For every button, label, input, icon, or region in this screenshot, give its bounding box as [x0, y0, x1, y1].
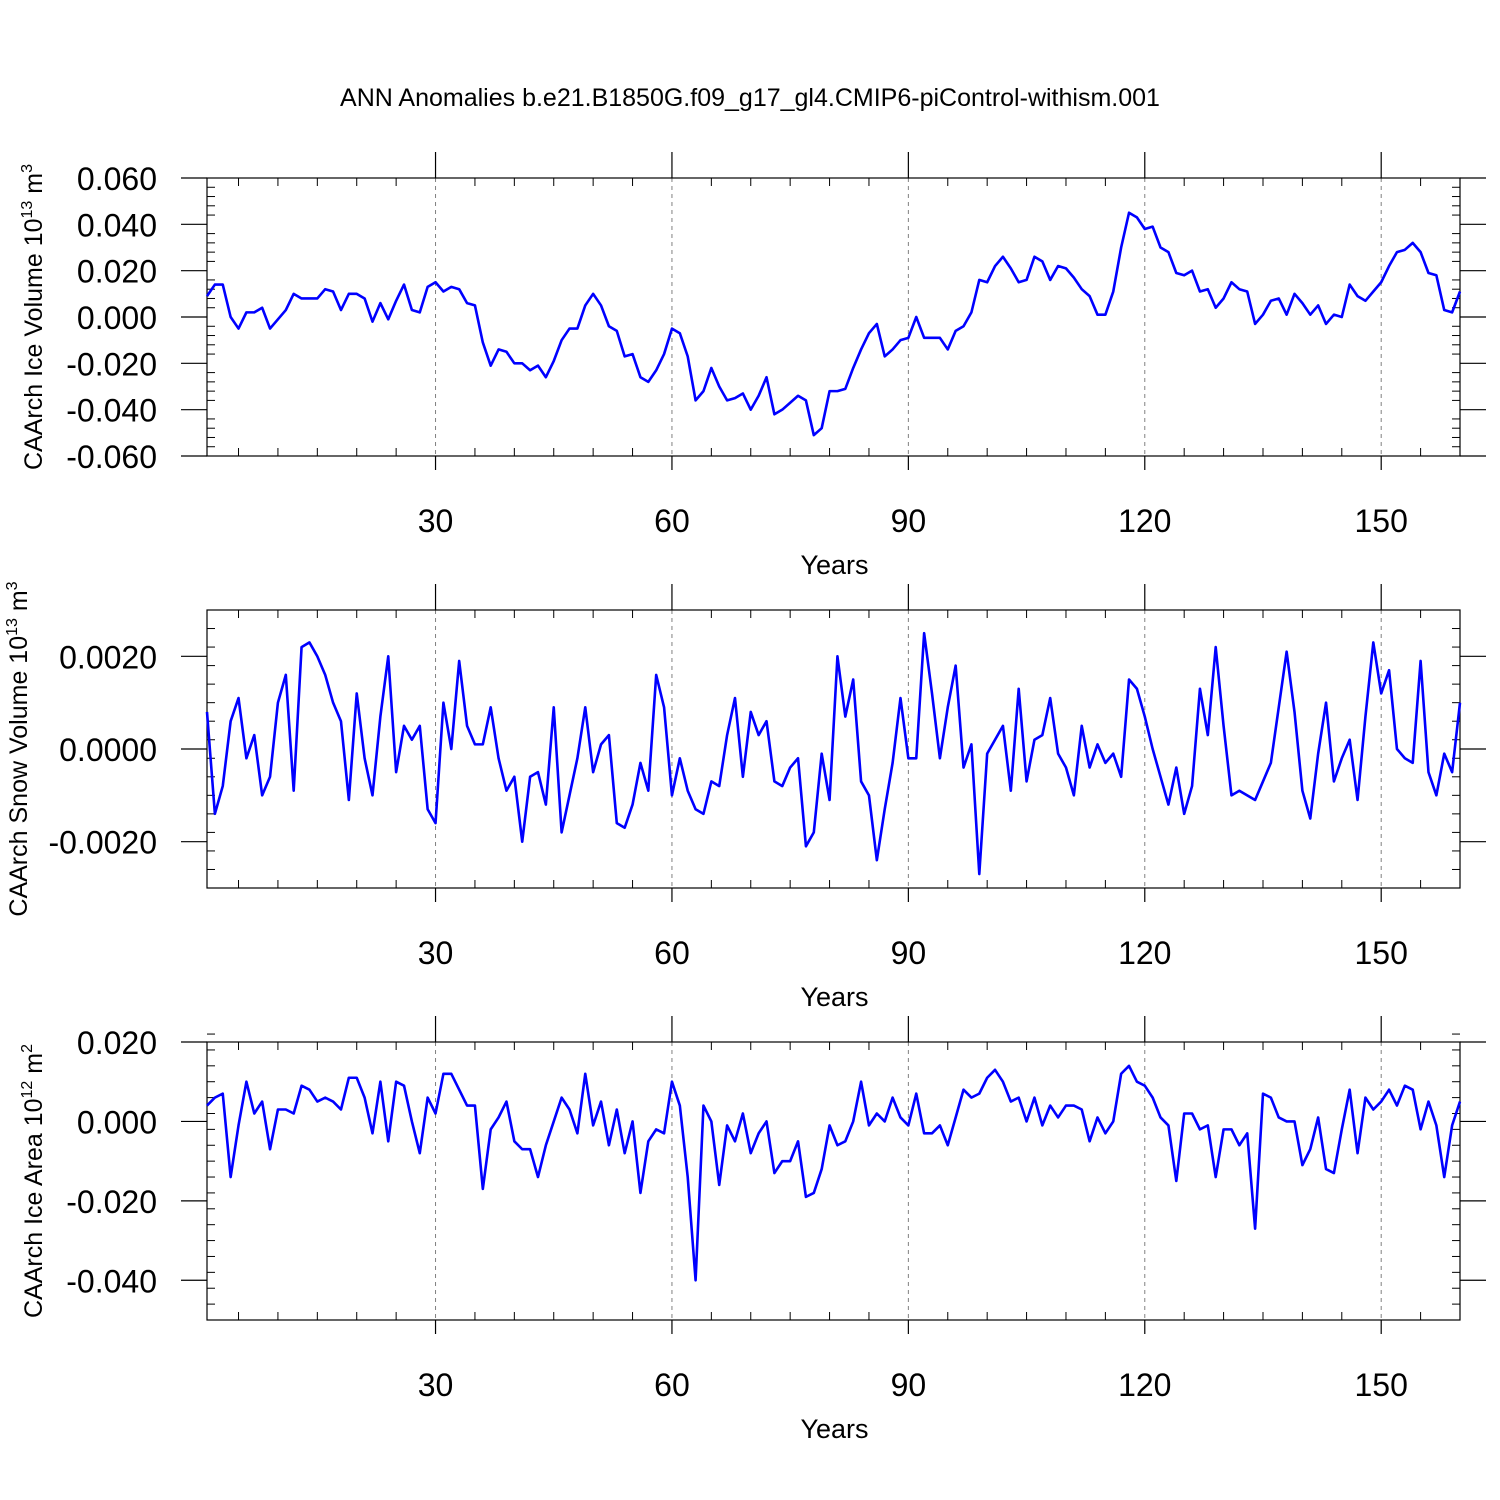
ice-volume-y-tick-label: 0.040: [77, 207, 157, 243]
ice-area-y-label-ylabel-unit-exponent: 2: [19, 1044, 36, 1053]
ice-volume-x-axis-label: Years: [800, 550, 868, 580]
ice-volume-x-tick-label: 120: [1118, 503, 1171, 539]
ice-area-plot-frame: [206, 1041, 1461, 1321]
ice-area-x-tick-label: 30: [418, 1367, 454, 1403]
ice-volume-x-tick-label: 150: [1354, 503, 1407, 539]
ice-volume-y-tick-label: 0.020: [77, 254, 157, 290]
ice-volume-y-tick-label: 0.060: [77, 161, 157, 197]
chart-title: ANN Anomalies b.e21.B1850G.f09_g17_gl4.C…: [340, 84, 1160, 112]
ice-volume-x-tick-label: 60: [654, 503, 690, 539]
snow-volume-series-line: [205, 631, 1462, 876]
snow-volume-y-label-ylabel-unit: m: [5, 590, 33, 618]
snow-volume-x-tick-label: 120: [1118, 935, 1171, 971]
ice-volume-y-tick-label: 0.000: [77, 300, 157, 336]
snow-volume-x-tick-label: 90: [891, 935, 927, 971]
snow-volume-y-tick-label: 0.0000: [59, 732, 157, 768]
ice-area-y-axis-label: CAArch Ice Area 1012 m2: [19, 1044, 48, 1318]
ice-volume-y-tick-label: -0.060: [66, 439, 157, 475]
ice-area-x-tick-label: 120: [1118, 1367, 1171, 1403]
ice-area-y-label-ylabel-exponent: 12: [19, 1081, 36, 1099]
panels: 30 60 90 120 150 -0.060 -0.040 -0.020 0.000 0.020…: [4, 152, 1486, 1444]
ice-volume-y-label-ylabel-exponent: 13: [19, 201, 36, 219]
snow-volume-x-axis-label: Years: [800, 982, 868, 1012]
ice-volume-x-tick-label: 90: [891, 503, 927, 539]
ice-volume-series-line: [205, 211, 1462, 437]
snow-volume-y-label-ylabel-exponent: 13: [4, 618, 21, 636]
snow-volume-panel: 30 60 90 120 150 -0.0020 0.0000 0.0020 Years CAAr…: [4, 581, 1486, 1012]
ice-volume-y-tick-label: -0.020: [66, 346, 157, 382]
ice-area-panel: 30 60 90 120 150 -0.040 -0.020 0.000 0.020 Years C…: [19, 1016, 1486, 1444]
snow-volume-y-label-ylabel: CAArch Snow Volume 10: [5, 636, 33, 917]
ice-area-y-label-ylabel: CAArch Ice Area 10: [20, 1098, 48, 1318]
ice-volume-plot-frame: [206, 177, 1461, 457]
ice-volume-x-tick-label: 30: [418, 503, 454, 539]
snow-volume-x-tick-label: 150: [1354, 935, 1407, 971]
ice-area-series-line: [206, 1064, 1462, 1282]
ice-area-y-tick-label: 0.000: [77, 1104, 157, 1140]
ice-area-y-label-ylabel-unit: m: [20, 1053, 48, 1081]
ice-area-x-axis-label: Years: [800, 1414, 868, 1444]
snow-volume-y-label-ylabel-unit-exponent: 3: [4, 581, 21, 590]
ice-area-x-tick-label: 60: [654, 1367, 690, 1403]
ice-area-y-tick-label: -0.020: [66, 1184, 157, 1220]
snow-volume-y-tick-label: -0.0020: [48, 825, 157, 861]
snow-volume-y-tick-label: 0.0020: [59, 639, 157, 675]
ice-area-y-tick-label: -0.040: [66, 1263, 157, 1299]
ice-volume-y-label-ylabel: CAArch Ice Volume 10: [20, 218, 48, 470]
ice-volume-y-tick-label: -0.040: [66, 393, 157, 429]
snow-volume-x-tick-label: 30: [418, 935, 454, 971]
ice-volume-y-label-ylabel-unit: m: [20, 173, 48, 201]
ice-area-x-tick-label: 90: [891, 1367, 927, 1403]
ice-volume-y-axis-label: CAArch Ice Volume 1013 m3: [19, 164, 48, 470]
ice-volume-panel: 30 60 90 120 150 -0.060 -0.040 -0.020 0.000 0.020…: [19, 152, 1486, 580]
ice-area-x-tick-label: 150: [1354, 1367, 1407, 1403]
snow-volume-x-tick-label: 60: [654, 935, 690, 971]
ice-area-y-tick-label: 0.020: [77, 1025, 157, 1061]
ice-volume-y-label-ylabel-unit-exponent: 3: [19, 164, 36, 173]
snow-volume-y-axis-label: CAArch Snow Volume 1013 m3: [4, 581, 33, 916]
